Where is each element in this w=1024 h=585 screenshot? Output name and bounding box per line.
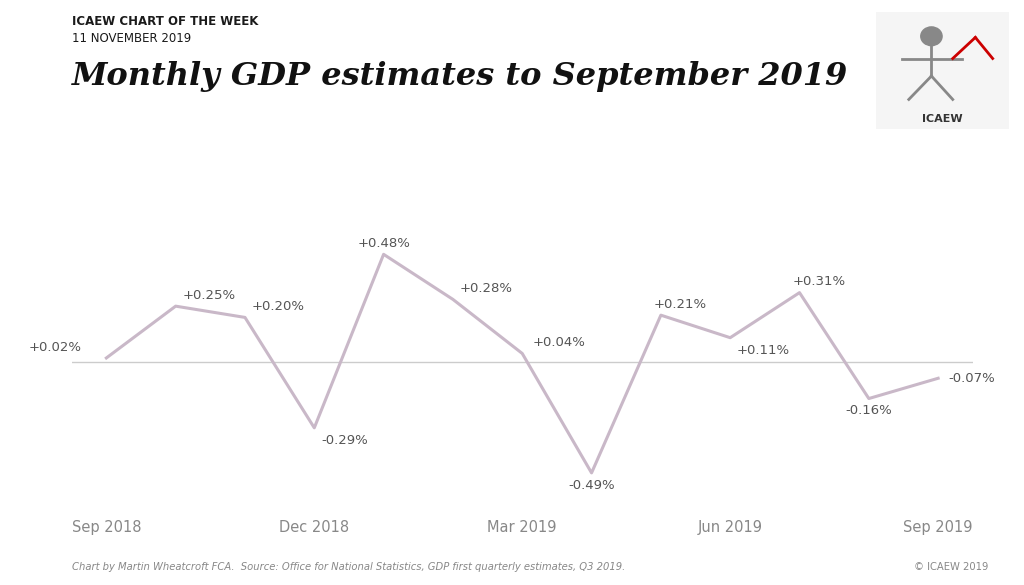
Text: +0.11%: +0.11% [737,343,791,357]
Text: +0.02%: +0.02% [29,341,82,355]
Text: +0.48%: +0.48% [357,237,410,250]
Text: +0.28%: +0.28% [460,282,513,295]
Text: ICAEW: ICAEW [922,114,963,125]
Text: Monthly GDP estimates to September 2019: Monthly GDP estimates to September 2019 [72,61,848,92]
Text: -0.29%: -0.29% [322,433,368,447]
Text: +0.20%: +0.20% [252,300,305,313]
Text: ICAEW CHART OF THE WEEK: ICAEW CHART OF THE WEEK [72,15,258,27]
Text: -0.07%: -0.07% [948,371,995,385]
Text: +0.25%: +0.25% [182,289,236,302]
Text: -0.16%: -0.16% [846,404,892,418]
Text: -0.49%: -0.49% [568,479,614,492]
Text: Chart by Martin Wheatcroft FCA.  Source: Office for National Statistics, GDP fir: Chart by Martin Wheatcroft FCA. Source: … [72,562,625,572]
Text: +0.31%: +0.31% [793,276,846,288]
Text: 11 NOVEMBER 2019: 11 NOVEMBER 2019 [72,32,190,45]
Text: © ICAEW 2019: © ICAEW 2019 [913,562,988,572]
Text: +0.04%: +0.04% [532,336,586,349]
Circle shape [921,27,942,46]
Text: +0.21%: +0.21% [654,298,707,311]
